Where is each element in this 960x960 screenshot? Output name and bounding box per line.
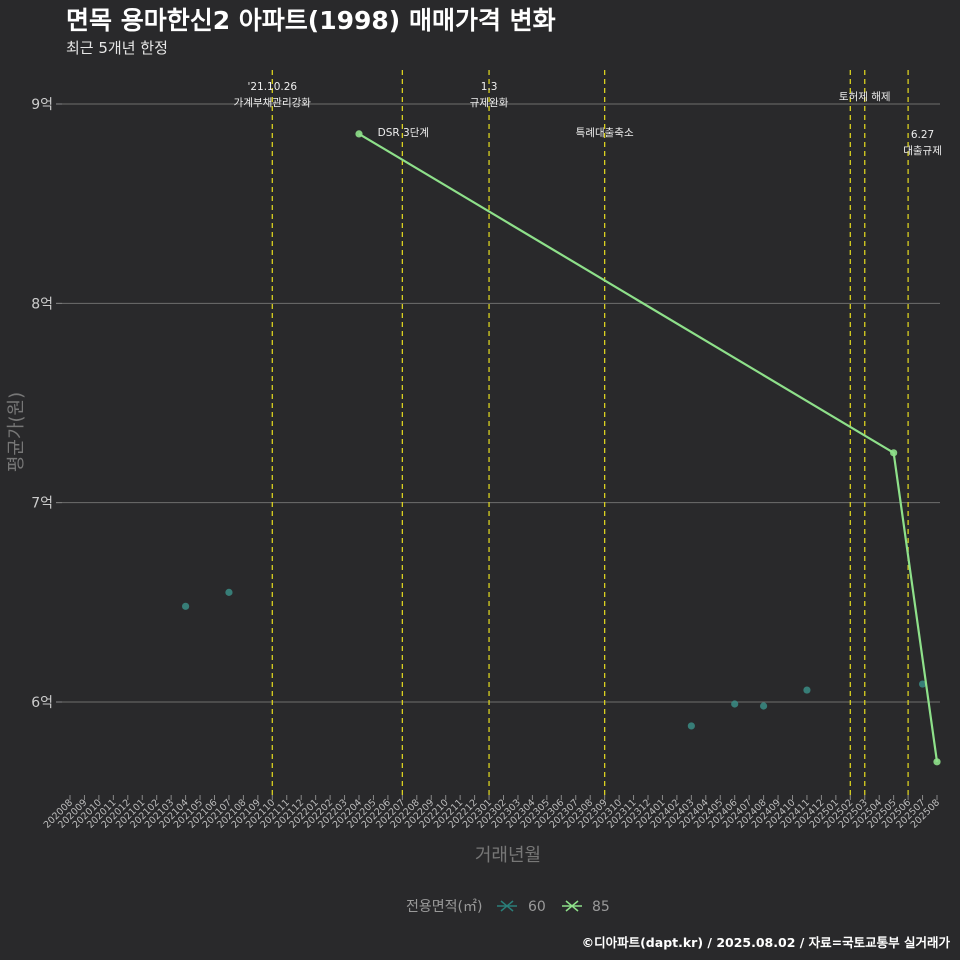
gridlines	[62, 103, 940, 703]
point-60-202104	[182, 602, 190, 610]
point-60-202408	[760, 702, 768, 710]
annotation-a3-line-0: 1.3	[481, 81, 498, 93]
annotation-a1-line-0: '21.10.26	[247, 81, 297, 93]
annotation-a2-line-0: DSR 3단계	[378, 127, 429, 139]
ytick-label-9억: 9억	[31, 97, 53, 113]
point-85-202508	[933, 758, 941, 766]
point-85-202505	[890, 449, 898, 457]
chart-subtitle: 최근 5개년 한정	[66, 39, 168, 57]
legend-label-60: 60	[528, 899, 546, 915]
policy-vlines	[271, 70, 909, 795]
legend: 전용면적(㎡) 60 85	[406, 899, 610, 915]
annotation-a6-line-0: 6.27	[911, 129, 934, 141]
annotation-a3-line-1: 규제완화	[470, 96, 509, 109]
ytick-label-6억: 6억	[31, 695, 53, 711]
point-85-202204	[355, 130, 363, 138]
legend-cross-85-b	[565, 900, 579, 912]
chart-title: 면목 용마한신2 아파트(1998) 매매가격 변화	[66, 6, 556, 35]
legend-label-85: 85	[592, 899, 610, 915]
legend-title: 전용면적(㎡)	[406, 899, 482, 915]
annotation-a5-line-0: 토허제 해제	[839, 90, 891, 103]
point-60-202406	[731, 700, 739, 708]
ytick-label-7억: 7억	[31, 496, 53, 512]
point-60-202107	[225, 588, 233, 596]
ytick-label-8억: 8억	[31, 296, 53, 312]
x-axis-ticks: 2020082020092020102020112020122021012021…	[42, 795, 942, 831]
point-60-202411	[803, 686, 811, 694]
point-60-202507	[918, 680, 927, 688]
data-series	[182, 130, 941, 766]
annotation-a1-line-1: 가계부채관리강화	[234, 97, 312, 109]
x-axis-title: 거래년월	[475, 845, 541, 866]
legend-key-85	[562, 900, 582, 912]
annotation-a6-line-1: 대출규제	[903, 145, 942, 157]
y-axis-ticks: 6억 7억 8억 9억	[31, 97, 62, 711]
legend-key-60	[497, 900, 517, 912]
y-axis-title: 평균가(원)	[6, 392, 27, 472]
point-60-202403	[687, 722, 695, 730]
annotation-a4-line-0: 특례대출축소	[576, 127, 634, 139]
chart-caption: ©디아파트(dapt.kr) / 2025.08.02 / 자료=국토교통부 실…	[582, 935, 951, 950]
legend-cross-60-b	[500, 900, 514, 912]
